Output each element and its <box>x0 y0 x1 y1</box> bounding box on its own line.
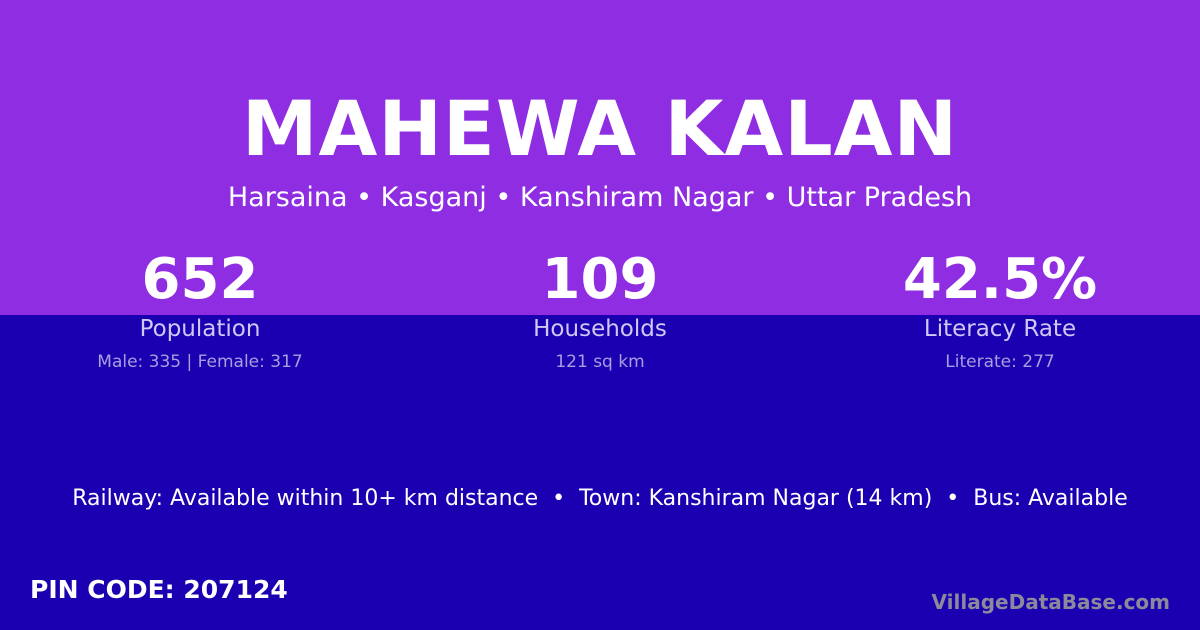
village-title: MAHEWA KALAN <box>241 84 959 173</box>
stat-literacy: 42.5% Literacy Rate Literate: 277 <box>800 247 1200 373</box>
stat-detail: 121 sq km <box>555 352 645 372</box>
stat-label: Population <box>139 316 261 342</box>
stat-population: 652 Population Male: 335 | Female: 317 <box>0 247 400 373</box>
stat-households: 109 Households 121 sq km <box>400 247 800 373</box>
location-breadcrumb: Harsaina • Kasganj • Kanshiram Nagar • U… <box>227 182 973 213</box>
stat-label: Households <box>533 316 667 342</box>
stat-detail: Male: 335 | Female: 317 <box>97 352 303 372</box>
stat-value: 109 <box>541 247 659 312</box>
brand-watermark: VillageDataBase.com <box>931 590 1170 614</box>
stat-value: 42.5% <box>902 247 1098 312</box>
stat-label: Literacy Rate <box>923 316 1077 342</box>
stat-detail: Literate: 277 <box>945 352 1055 372</box>
pin-code: PIN CODE: 207124 <box>30 575 288 604</box>
header-band <box>0 0 1200 315</box>
stat-value: 652 <box>141 247 259 312</box>
connectivity-info: Railway: Available within 10+ km distanc… <box>72 486 1128 511</box>
